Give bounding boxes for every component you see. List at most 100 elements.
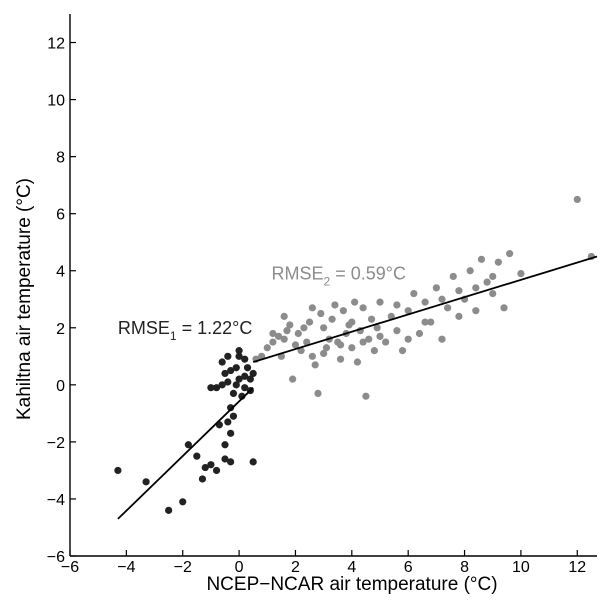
data-point-series-2 [269,338,277,346]
data-point-series-2 [322,344,331,352]
x-tick-label: 0 [235,559,244,576]
data-point-series-1 [243,364,252,372]
data-point-series-2 [280,335,288,343]
plot-area: RMSE1 = 1.22°C RMSE2 = 0.59°C [114,195,598,520]
data-point-series-2 [415,329,424,338]
data-point-series-2 [477,255,486,263]
data-point-series-1 [221,455,229,463]
data-point-series-1 [218,358,226,366]
data-point-series-2 [421,318,429,326]
axes: −6 −4 −2 0 2 4 6 8 10 12 −6 −4 −2 0 2 4 6 8 10 12 [47,14,597,576]
data-point-series-1 [235,347,243,355]
data-point-series-2 [444,304,452,312]
data-point-series-1 [207,384,215,392]
data-point-series-1 [246,375,254,383]
regression-line-2 [252,255,598,363]
data-point-series-2 [348,344,356,352]
data-point-series-2 [308,352,316,360]
data-point-series-1 [179,498,187,506]
data-point-series-2 [314,389,322,397]
data-point-series-1 [235,352,243,360]
data-point-series-2 [328,315,336,323]
data-point-series-2 [269,329,277,338]
x-axis-label: NCEP−NCAR air temperature (°C) [206,574,497,595]
data-point-series-2 [432,284,440,292]
data-point-series-2 [506,250,514,258]
data-point-series-2 [438,335,446,343]
y-tick-label: −2 [47,435,65,452]
data-point-series-2 [483,278,491,286]
data-point-series-2 [573,195,581,204]
regression-line-1 [117,387,254,520]
x-tick-label: 12 [568,559,586,576]
data-point-series-2 [455,287,463,295]
data-point-series-2 [517,269,525,278]
data-point-series-1 [249,458,257,466]
data-point-series-2 [283,327,291,335]
y-tick-label: 6 [56,207,65,224]
data-point-series-1 [198,475,207,483]
y-tick-label: 2 [56,321,65,338]
data-point-series-2 [365,335,373,343]
data-point-series-2 [362,392,370,400]
data-point-series-1 [224,378,232,386]
data-point-series-2 [336,355,345,363]
y-tick-label: 0 [56,378,65,395]
data-point-series-1 [224,352,232,360]
rmse-annotation-1: RMSE1 = 1.22°C [118,318,252,343]
data-point-series-2 [320,349,328,358]
y-tick-label: 12 [47,36,65,53]
data-point-series-1 [114,466,122,475]
x-tick-label: 4 [347,559,356,576]
data-point-series-2 [294,329,302,338]
data-point-series-2 [280,312,288,320]
data-point-series-2 [370,347,378,355]
x-tick-label: −4 [117,559,135,576]
data-point-series-1 [249,369,257,378]
data-point-series-1 [229,389,238,397]
data-point-series-1 [142,478,150,486]
data-point-series-1 [212,466,221,475]
data-point-series-1 [235,375,243,383]
data-point-series-2 [291,341,300,349]
data-point-series-1 [227,429,235,437]
data-point-series-2 [500,304,508,312]
data-point-series-2 [286,321,294,329]
data-point-series-2 [367,315,376,323]
data-point-series-1 [229,412,238,420]
data-point-series-2 [427,318,435,326]
data-point-series-2 [359,304,367,312]
data-point-series-1 [227,366,235,375]
data-point-series-1 [201,463,209,472]
data-point-series-2 [263,344,271,352]
y-tick-label: −4 [47,492,65,509]
x-tick-label: 6 [404,559,413,576]
y-tick-label: 10 [47,93,65,110]
data-point-series-1 [232,364,240,372]
data-point-series-2 [410,289,418,298]
data-point-series-1 [224,418,232,426]
data-point-series-1 [218,381,226,389]
data-point-series-2 [489,289,497,298]
data-point-series-2 [274,332,283,340]
data-point-series-2 [300,324,308,332]
data-point-series-2 [438,295,446,303]
data-point-series-1 [227,404,235,412]
data-point-series-2 [489,272,497,281]
data-point-series-2 [382,338,390,346]
data-point-series-1 [165,506,173,514]
data-point-series-1 [207,461,215,469]
data-point-series-2 [339,307,347,315]
x-tick-label: −6 [61,559,79,576]
data-point-series-2 [421,298,429,306]
x-tick-label: 2 [291,559,300,576]
y-tick-label: 4 [56,264,65,281]
data-point-series-2 [351,298,359,306]
y-tick-label: 8 [56,150,65,167]
data-point-series-1 [227,458,235,466]
data-point-series-2 [455,312,463,320]
data-point-series-1 [232,381,240,389]
x-tick-label: 8 [460,559,469,576]
data-point-series-2 [398,347,407,355]
data-point-series-2 [393,327,401,335]
